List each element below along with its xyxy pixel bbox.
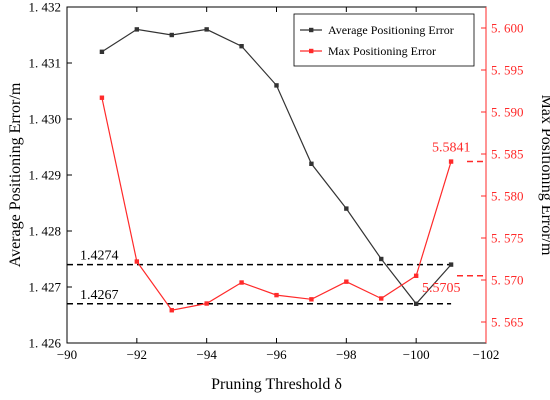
x-axis-title: Pruning Threshold δ xyxy=(211,376,342,393)
x-tick-label: −90 xyxy=(57,347,77,362)
data-point xyxy=(99,49,105,54)
y-right-tick-label: 5. 570 xyxy=(491,273,524,288)
y-left-tick-label: 1. 426 xyxy=(29,336,62,351)
y-right-tick-label: 5. 585 xyxy=(491,147,524,162)
series-line-1 xyxy=(101,97,452,311)
data-point xyxy=(379,256,384,262)
data-point xyxy=(413,273,419,278)
data-point xyxy=(134,27,140,32)
data-point xyxy=(239,280,244,285)
data-point xyxy=(379,296,384,301)
data-point xyxy=(448,159,454,164)
y-right-tick-label: 5. 590 xyxy=(491,105,524,120)
y-left-tick-label: 1. 427 xyxy=(29,280,62,295)
y-right-tick-label: 5. 595 xyxy=(491,63,524,78)
y-left-axis-title: Average Positioning Error/m xyxy=(7,82,24,267)
reference-label: 1.4274 xyxy=(80,249,119,264)
data-point xyxy=(204,301,209,306)
data-point xyxy=(344,206,349,211)
y-left-tick-label: 1. 431 xyxy=(29,56,62,71)
data-point xyxy=(169,308,174,313)
legend-marker xyxy=(309,27,314,33)
x-tick-label: −98 xyxy=(336,347,356,362)
data-point xyxy=(204,27,209,32)
legend-label: Average Positioning Error xyxy=(328,23,454,37)
y-left-tick-label: 1. 432 xyxy=(29,0,62,15)
data-point xyxy=(239,44,244,49)
reference-label: 5.5841 xyxy=(432,141,471,156)
data-point xyxy=(99,95,105,100)
data-point xyxy=(274,292,279,298)
data-point xyxy=(344,279,349,284)
x-tick-label: −94 xyxy=(196,347,217,362)
x-tick-label: −102 xyxy=(473,347,500,362)
y-right-axis-title: Max Positioning Error/m xyxy=(538,95,550,256)
y-right-tick-label: 5. 575 xyxy=(491,231,524,246)
legend-box xyxy=(293,13,475,67)
series-line-0 xyxy=(101,28,452,305)
x-tick-label: −92 xyxy=(127,347,147,362)
y-left-tick-label: 1. 430 xyxy=(29,112,62,127)
data-point xyxy=(413,301,419,306)
data-point xyxy=(169,32,174,38)
y-left-tick-label: 1. 429 xyxy=(29,168,62,183)
data-point xyxy=(448,262,454,267)
legend-label: Max Positioning Error xyxy=(328,44,436,58)
data-point xyxy=(309,297,314,302)
data-point xyxy=(134,259,140,264)
y-right-tick-label: 5. 580 xyxy=(491,189,524,204)
data-point xyxy=(309,161,314,166)
reference-label: 5.5705 xyxy=(422,281,461,296)
data-point xyxy=(274,83,279,88)
legend-marker xyxy=(309,48,314,54)
y-left-tick-label: 1. 428 xyxy=(29,224,62,239)
x-tick-label: −96 xyxy=(266,347,287,362)
y-right-tick-label: 5. 565 xyxy=(491,315,524,330)
x-tick-label: −100 xyxy=(403,347,430,362)
reference-label: 1.4267 xyxy=(80,288,119,303)
y-right-tick-label: 5. 600 xyxy=(491,21,524,36)
